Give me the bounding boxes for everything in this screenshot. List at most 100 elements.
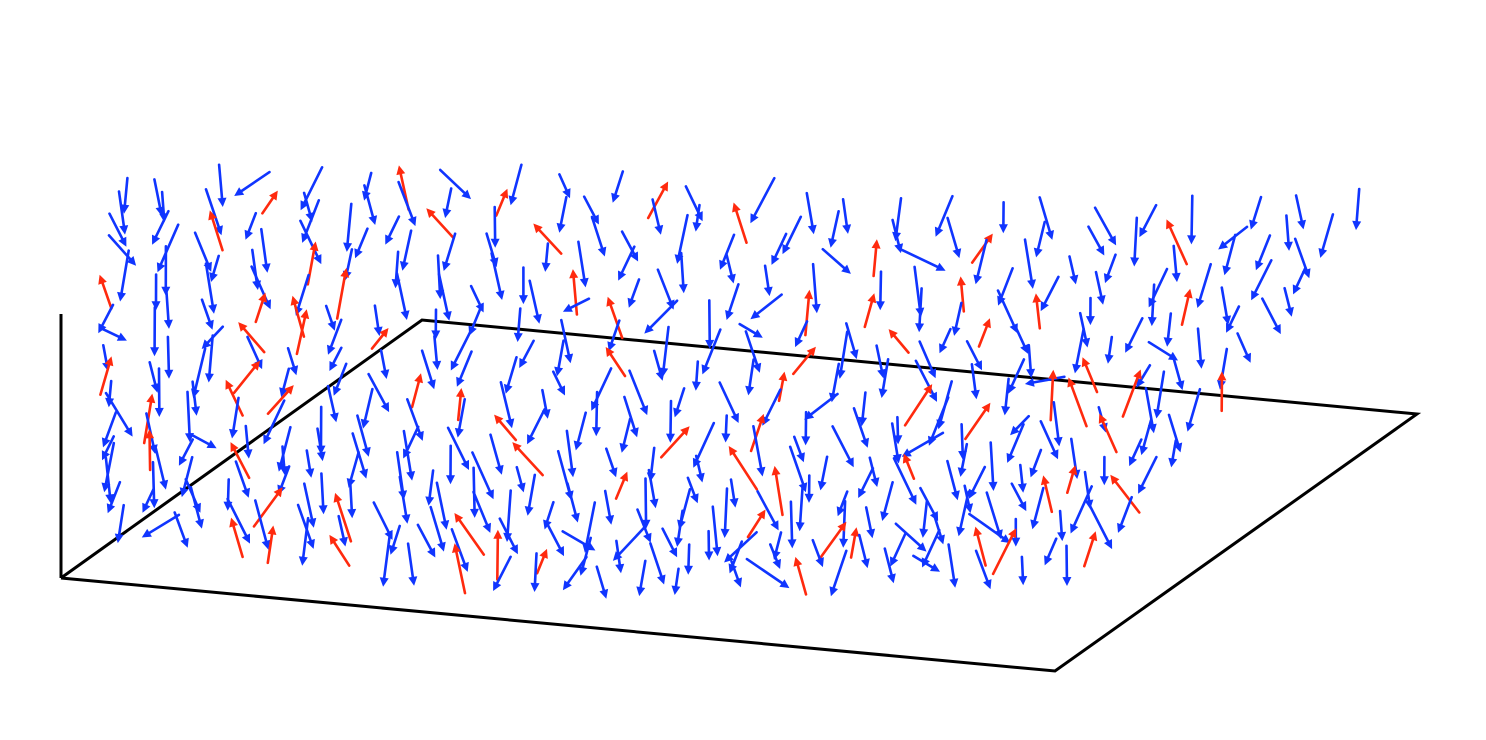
up-spin-arrow	[1121, 369, 1142, 418]
down-spin-arrow	[229, 396, 240, 439]
up-spin-arrow	[849, 527, 860, 559]
arrow-shaft	[765, 388, 782, 420]
up-spin-arrow	[456, 388, 465, 422]
arrow-shaft	[1070, 384, 1088, 428]
arrow-shaft	[649, 542, 663, 578]
down-spin-arrow	[595, 565, 609, 599]
arrow-shaft	[609, 303, 624, 340]
arrow-shaft	[604, 447, 615, 471]
arrow-icon	[154, 407, 164, 417]
arrow-icon	[1283, 241, 1293, 251]
arrow-shaft	[364, 171, 373, 194]
arrow-icon	[450, 360, 459, 371]
arrow-icon	[517, 482, 526, 493]
arrow-icon	[1139, 227, 1148, 238]
down-spin-arrow	[730, 559, 742, 588]
arrow-icon	[505, 418, 515, 429]
arrow-shaft	[730, 559, 740, 581]
arrow-icon	[273, 487, 283, 498]
arrow-shaft	[905, 460, 916, 481]
arrow-icon	[875, 301, 885, 311]
arrow-shaft	[1010, 482, 1024, 505]
down-spin-arrow	[562, 297, 591, 312]
arrow-icon	[101, 450, 110, 461]
arrow-shaft	[329, 318, 343, 348]
arrow-shaft	[444, 232, 457, 264]
arrow-shaft	[959, 490, 970, 529]
arrow-shaft	[455, 550, 467, 595]
arrow-shaft	[1088, 503, 1110, 543]
arrow-icon	[817, 480, 827, 491]
arrow-shaft	[498, 420, 518, 442]
arrow-icon	[263, 434, 272, 445]
arrow-shaft	[336, 500, 353, 543]
down-spin-arrow	[1029, 448, 1043, 478]
arrow-shaft	[109, 480, 122, 507]
down-spin-arrow	[1039, 419, 1059, 460]
down-spin-arrow	[721, 414, 731, 443]
arrow-icon	[126, 256, 137, 266]
arrow-shaft	[732, 452, 759, 491]
arrow-icon	[1067, 377, 1076, 388]
arrow-shaft	[405, 425, 420, 452]
arrow-icon	[867, 293, 877, 304]
up-spin-arrow	[1066, 465, 1078, 495]
arrow-shaft	[1236, 332, 1249, 356]
down-spin-arrow	[618, 245, 636, 281]
arrow-shaft	[590, 215, 604, 250]
up-spin-arrow	[746, 509, 766, 539]
arrow-icon	[569, 269, 579, 279]
down-spin-arrow	[472, 490, 491, 533]
down-spin-arrow	[1185, 387, 1202, 432]
arrow-icon	[305, 468, 315, 478]
arrow-icon	[503, 532, 513, 542]
arrow-icon	[968, 488, 977, 499]
arrow-icon	[151, 301, 161, 311]
arrow-shaft	[104, 435, 115, 454]
down-spin-arrow	[880, 480, 894, 521]
arrow-shaft	[193, 231, 209, 265]
arrow-icon	[267, 525, 277, 535]
up-spin-arrow	[1032, 293, 1042, 330]
arrow-shaft	[686, 476, 696, 497]
arrow-icon	[359, 468, 368, 479]
down-spin-arrow	[363, 184, 378, 225]
arrow-icon	[329, 412, 339, 423]
arrow-icon	[1285, 306, 1294, 317]
arrow-icon	[460, 561, 469, 572]
arrow-shaft	[1068, 255, 1076, 278]
down-spin-arrow	[528, 279, 542, 324]
arrow-icon	[957, 467, 967, 477]
arrow-shaft	[731, 540, 744, 567]
arrow-icon	[307, 517, 317, 528]
down-spin-arrow	[454, 397, 467, 438]
arrow-shaft	[1023, 238, 1033, 282]
arrow-icon	[524, 506, 534, 516]
arrow-shaft	[647, 468, 656, 501]
arrow-icon	[619, 471, 628, 482]
down-spin-arrow	[1125, 316, 1144, 353]
arrow-shaft	[585, 501, 597, 546]
arrow-shaft	[316, 427, 323, 454]
down-spin-arrow	[998, 201, 1008, 234]
down-spin-arrow	[607, 319, 621, 352]
arrow-icon	[750, 213, 759, 224]
arrow-icon	[957, 276, 966, 286]
arrow-shaft	[896, 415, 900, 437]
down-spin-arrow	[858, 466, 875, 498]
arrow-shaft	[558, 173, 568, 192]
down-spin-arrow	[844, 322, 859, 360]
up-spin-arrow	[777, 371, 788, 403]
arrow-icon	[673, 407, 682, 418]
arrow-icon	[756, 509, 766, 520]
up-spin-arrow	[614, 471, 628, 500]
down-spin-arrow	[782, 215, 803, 255]
arrow-shaft	[189, 433, 210, 446]
arrow-icon	[649, 498, 659, 509]
arrow-shaft	[694, 454, 702, 476]
arrow-icon	[615, 563, 625, 574]
arrow-icon	[512, 442, 522, 452]
arrow-icon	[725, 310, 734, 320]
arrow-shaft	[1172, 244, 1178, 275]
arrow-shaft	[363, 184, 375, 218]
